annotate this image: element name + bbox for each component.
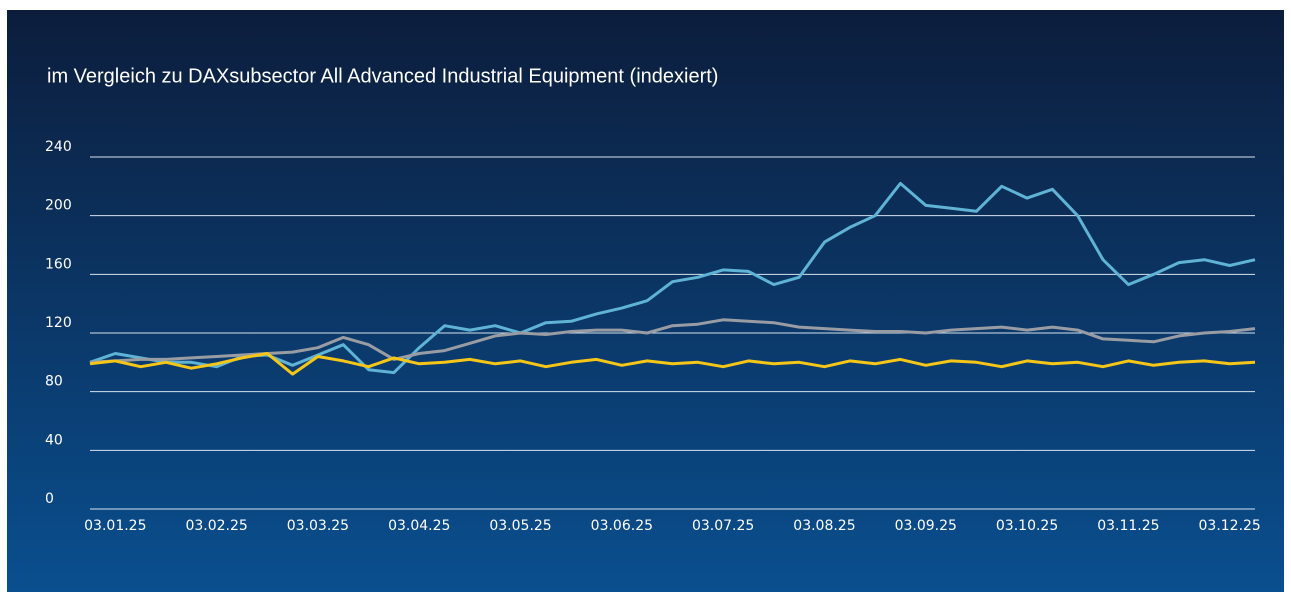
- x-tick-label: 03.01.25: [84, 518, 146, 534]
- y-tick-label: 120: [45, 315, 72, 331]
- y-tick-label: 80: [45, 374, 63, 390]
- x-tick-label: 03.04.25: [388, 518, 450, 534]
- x-tick-label: 03.02.25: [185, 518, 247, 534]
- y-tick-label: 200: [45, 198, 72, 214]
- x-tick-label: 03.10.25: [996, 518, 1058, 534]
- series-line: [89, 352, 1256, 376]
- x-tick-label: 03.07.25: [692, 518, 754, 534]
- x-tick-label: 03.03.25: [287, 518, 349, 534]
- x-tick-label: 03.12.25: [1199, 518, 1261, 534]
- x-tick-label: 03.08.25: [793, 518, 855, 534]
- x-tick-label: 03.11.25: [1097, 518, 1159, 534]
- y-tick-label: 40: [45, 432, 63, 448]
- y-tick-label: 160: [45, 256, 72, 272]
- x-tick-label: 03.09.25: [895, 518, 957, 534]
- x-tick-label: 03.05.25: [489, 518, 551, 534]
- series-line: [89, 318, 1256, 364]
- series-line: [89, 181, 1256, 375]
- y-tick-label: 0: [45, 491, 54, 507]
- y-tick-label: 240: [45, 139, 72, 155]
- chart-title: im Vergleich zu DAXsubsector All Advance…: [47, 65, 718, 87]
- x-tick-label: 03.06.25: [591, 518, 653, 534]
